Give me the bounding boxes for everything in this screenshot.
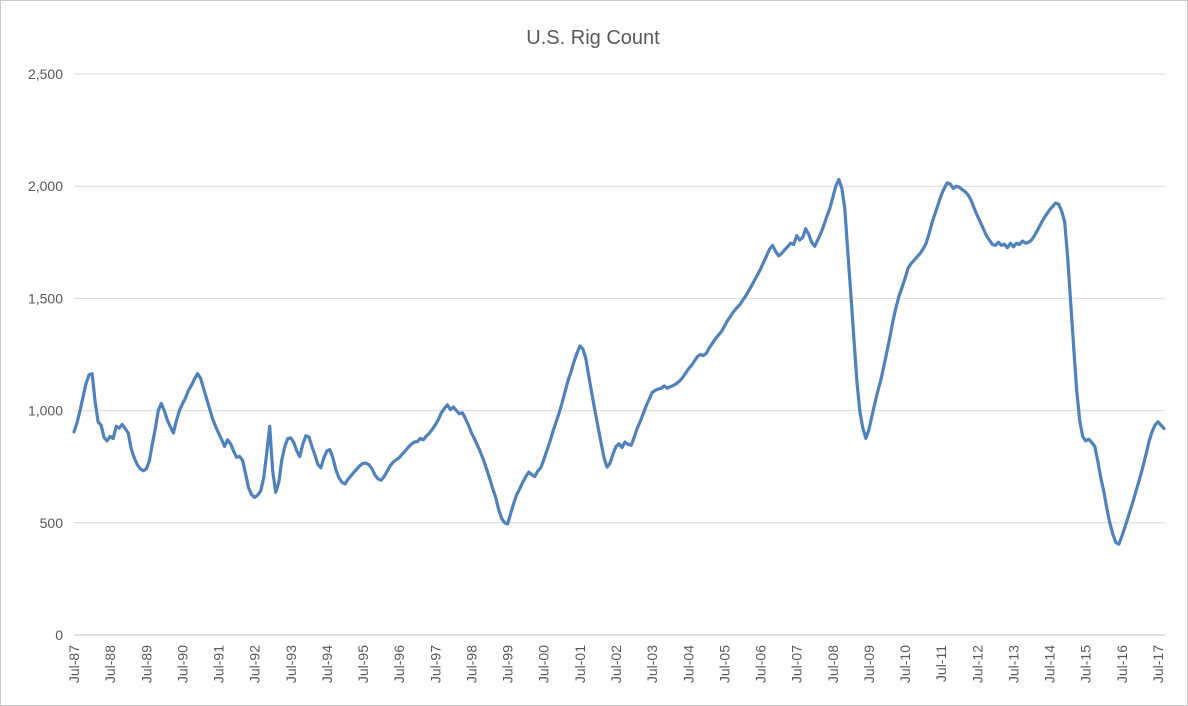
x-axis-tick-label: Jul-89 (138, 645, 154, 683)
x-axis-tick-label: Jul-01 (572, 645, 588, 683)
x-axis-tick-label: Jul-04 (680, 645, 696, 683)
x-axis-tick-label: Jul-11 (933, 645, 949, 682)
x-axis-tick-label: Jul-96 (391, 645, 407, 683)
x-axis-tick-label: Jul-88 (102, 645, 118, 683)
x-axis-tick-label: Jul-15 (1078, 645, 1094, 683)
y-axis-tick-label: 2,000 (28, 178, 63, 194)
gridlines (74, 73, 1165, 636)
x-axis-tick-label: Jul-02 (608, 645, 624, 683)
series-group (72, 177, 1166, 546)
x-axis-tick-label: Jul-94 (319, 645, 335, 683)
x-axis-tick-label: Jul-09 (861, 645, 877, 683)
x-axis-tick-label: Jul-17 (1150, 645, 1166, 683)
x-axis-tick-label: Jul-13 (1005, 645, 1021, 683)
x-axis-labels: Jul-87 Jul-88 Jul-89 Jul-90 Jul-91 Jul-92 Jul-… (66, 645, 1166, 683)
chart-title: U.S. Rig Count (526, 27, 660, 49)
x-axis-tick-label: Jul-99 (500, 645, 516, 683)
x-axis-tick-label: Jul-87 (66, 645, 82, 683)
x-axis-tick-label: Jul-95 (355, 645, 371, 683)
x-axis-tick-label: Jul-90 (174, 645, 190, 683)
x-axis-tick-label: Jul-91 (211, 645, 227, 683)
x-axis-tick-label: Jul-12 (969, 645, 985, 683)
x-axis-tick-label: Jul-14 (1042, 645, 1058, 683)
x-axis-tick-label: Jul-00 (536, 645, 552, 683)
x-axis-tick-label: Jul-98 (463, 645, 479, 683)
rig-count-series-line (72, 177, 1166, 546)
y-axis-tick-label: 0 (55, 627, 63, 643)
x-axis-tick-label: Jul-93 (283, 645, 299, 683)
x-axis-tick-label: Jul-10 (897, 645, 913, 683)
x-axis-tick-label: Jul-07 (789, 645, 805, 683)
x-axis-tick-label: Jul-92 (247, 645, 263, 683)
y-axis-tick-label: 2,500 (28, 66, 63, 82)
x-axis-tick-label: Jul-03 (644, 645, 660, 683)
x-axis-tick-label: Jul-06 (753, 645, 769, 683)
x-axis-tick-label: Jul-97 (427, 645, 443, 683)
y-axis-tick-label: 1,000 (28, 403, 63, 419)
y-axis-tick-label: 1,500 (28, 290, 63, 306)
y-axis-tick-label: 500 (40, 515, 64, 531)
x-axis-tick-label: Jul-16 (1114, 645, 1130, 683)
x-axis-tick-label: Jul-05 (716, 645, 732, 683)
y-axis-labels: 0 500 1,000 1,500 2,000 2,500 (28, 66, 63, 643)
x-axis-tick-label: Jul-08 (825, 645, 841, 683)
